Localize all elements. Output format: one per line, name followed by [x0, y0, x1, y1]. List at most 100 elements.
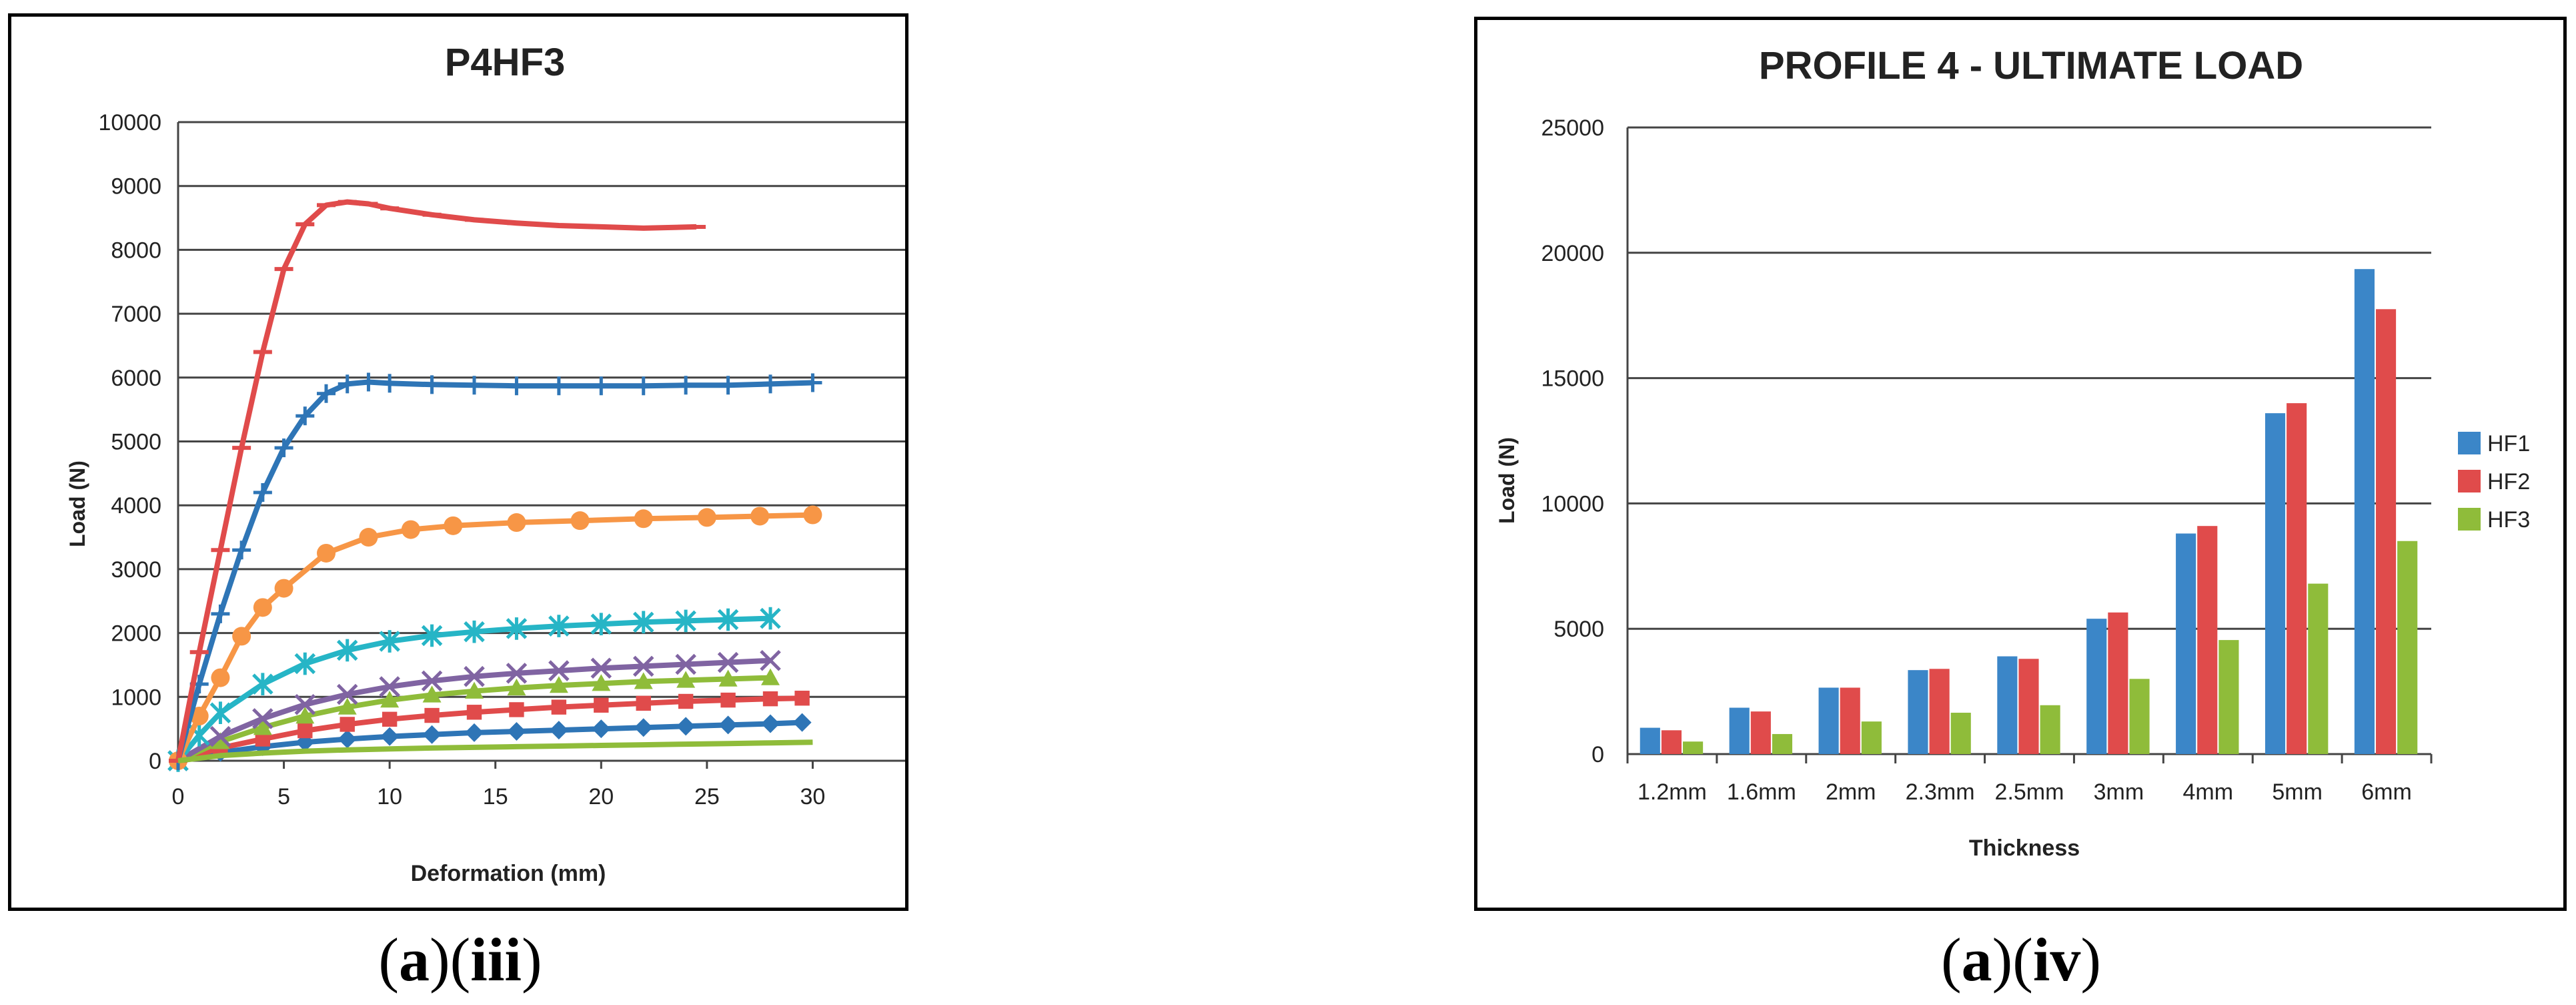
data-point [336, 683, 358, 705]
y-tick-label: 20000 [1541, 241, 1604, 266]
bar-HF1 [2354, 269, 2375, 754]
data-point [209, 701, 231, 725]
y-tick-label: 4000 [111, 493, 161, 519]
data-point [253, 598, 272, 617]
data-point [507, 678, 526, 696]
data-point [592, 376, 611, 396]
x-tick-label: 4mm [2182, 779, 2233, 805]
legend-swatch [2458, 470, 2481, 492]
data-point [803, 505, 822, 525]
data-point [422, 685, 442, 703]
bar-chart: PROFILE 4 - ULTIMATE LOAD Load (N) Thick… [1495, 44, 2530, 861]
data-point [253, 483, 272, 502]
legend-swatch [2458, 432, 2481, 454]
data-point [794, 691, 810, 706]
data-point [444, 516, 463, 535]
x-tick-label: 20 [588, 784, 614, 809]
y-tick-label: 10000 [1541, 491, 1604, 517]
data-point [465, 681, 484, 699]
bar-HF1 [2086, 619, 2107, 754]
bar-HF3 [1772, 733, 1793, 754]
data-point [676, 671, 696, 688]
data-point [792, 713, 812, 732]
series-line [177, 739, 813, 763]
data-point [697, 508, 716, 527]
x-tick-label: 2.5mm [1995, 779, 2064, 805]
data-point [551, 699, 567, 715]
series-2mm [170, 691, 810, 769]
series-4mm [169, 505, 822, 770]
data-point [594, 697, 609, 713]
data-point [274, 579, 293, 598]
data-point [720, 692, 736, 708]
data-point [717, 608, 739, 631]
data-point [634, 376, 653, 396]
bar-HF1 [1640, 727, 1660, 754]
data-point [255, 731, 271, 747]
data-point [760, 649, 781, 671]
legend-item: HF3 [2458, 507, 2530, 533]
data-point [507, 513, 526, 533]
data-point [750, 507, 770, 526]
y-axis-label: Load (N) [65, 460, 89, 547]
data-point [675, 653, 696, 675]
bar-HF2 [2108, 612, 2128, 754]
data-point [295, 406, 315, 426]
bar-HF1 [2176, 533, 2196, 754]
data-point [379, 676, 400, 697]
series-line [177, 695, 802, 763]
data-point [359, 372, 378, 392]
bar-HF3 [1950, 713, 1971, 754]
x-axis-label: Deformation (mm) [411, 861, 606, 886]
y-tick-label: 10000 [98, 110, 161, 135]
data-point [507, 721, 526, 741]
bar-HF1 [1908, 670, 1928, 754]
data-point [294, 652, 316, 675]
data-point [317, 384, 336, 403]
data-point [570, 511, 590, 531]
data-point [465, 723, 484, 742]
data-point [232, 541, 251, 560]
data-point [253, 718, 272, 735]
data-point [507, 376, 526, 396]
data-point [549, 376, 568, 396]
data-point [548, 615, 570, 637]
x-axis-label: Thickness [1969, 835, 2080, 861]
x-tick-label: 0 [172, 784, 185, 809]
data-point [317, 543, 336, 563]
data-point [718, 715, 738, 735]
data-point [380, 374, 400, 393]
data-point [340, 717, 355, 732]
bar-HF2 [2197, 526, 2218, 754]
data-point [761, 374, 780, 394]
x-tick-label: 5mm [2272, 779, 2323, 805]
bar-HF3 [1683, 741, 1704, 754]
y-tick-label: 6000 [111, 366, 161, 391]
data-point [592, 674, 611, 691]
line-chart: P4HF3 Load (N) Deformation (mm) 01000200… [65, 41, 1069, 886]
x-tick-label: 3mm [2094, 779, 2144, 805]
data-point [676, 717, 696, 736]
data-point [401, 520, 420, 539]
x-tick-label: 15 [483, 784, 508, 809]
x-tick-label: 1.6mm [1727, 779, 1796, 805]
data-point [675, 609, 696, 633]
bar-HF2 [1840, 687, 1860, 754]
data-point [424, 707, 440, 723]
data-point [380, 691, 400, 708]
series-2.3mm [169, 668, 780, 769]
gridlines [178, 121, 918, 762]
data-point [252, 673, 273, 695]
y-tick-label: 0 [149, 749, 161, 774]
bar-HF1 [1729, 707, 1750, 754]
data-point [761, 714, 780, 733]
x-tick-label: 25 [694, 784, 720, 809]
y-tick-label: 8000 [111, 238, 161, 263]
bar-HF1 [1818, 687, 1839, 754]
data-point [211, 668, 230, 687]
legend-item: HF1 [2458, 431, 2530, 456]
data-point [592, 719, 611, 739]
data-point [549, 676, 568, 693]
data-point [359, 528, 378, 547]
data-point [466, 705, 482, 720]
